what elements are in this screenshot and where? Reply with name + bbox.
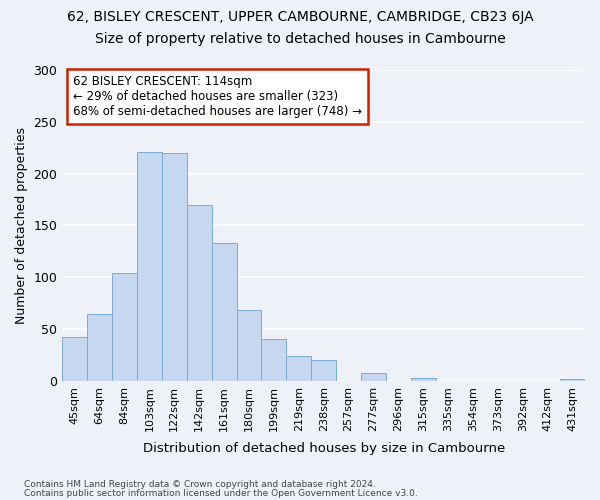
Bar bbox=[137, 152, 162, 381]
X-axis label: Distribution of detached houses by size in Cambourne: Distribution of detached houses by size … bbox=[143, 442, 505, 455]
Bar bbox=[187, 204, 212, 381]
Bar bbox=[112, 273, 137, 381]
Bar bbox=[311, 360, 336, 381]
Text: 62, BISLEY CRESCENT, UPPER CAMBOURNE, CAMBRIDGE, CB23 6JA: 62, BISLEY CRESCENT, UPPER CAMBOURNE, CA… bbox=[67, 10, 533, 24]
Bar bbox=[286, 356, 311, 381]
Bar bbox=[62, 338, 87, 381]
Bar bbox=[262, 340, 286, 381]
Bar bbox=[560, 379, 585, 381]
Bar bbox=[361, 372, 386, 381]
Bar bbox=[162, 153, 187, 381]
Y-axis label: Number of detached properties: Number of detached properties bbox=[15, 127, 28, 324]
Text: Contains public sector information licensed under the Open Government Licence v3: Contains public sector information licen… bbox=[24, 489, 418, 498]
Bar bbox=[212, 243, 236, 381]
Text: Contains HM Land Registry data © Crown copyright and database right 2024.: Contains HM Land Registry data © Crown c… bbox=[24, 480, 376, 489]
Bar bbox=[87, 314, 112, 381]
Text: 62 BISLEY CRESCENT: 114sqm
← 29% of detached houses are smaller (323)
68% of sem: 62 BISLEY CRESCENT: 114sqm ← 29% of deta… bbox=[73, 74, 362, 118]
Bar bbox=[236, 310, 262, 381]
Bar bbox=[411, 378, 436, 381]
Text: Size of property relative to detached houses in Cambourne: Size of property relative to detached ho… bbox=[95, 32, 505, 46]
